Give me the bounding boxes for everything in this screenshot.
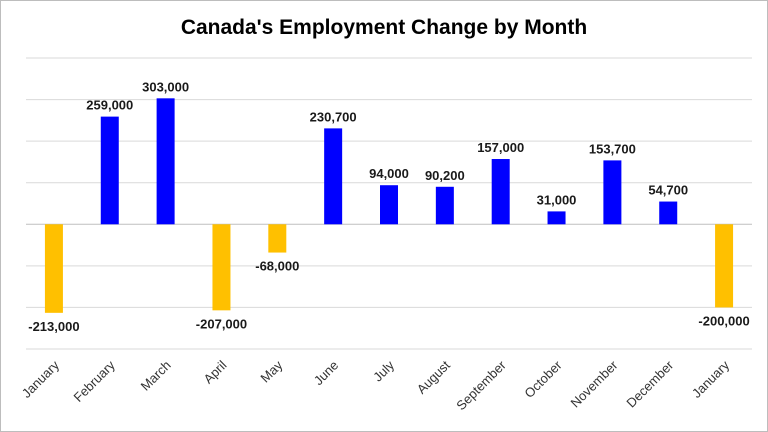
category-label: October xyxy=(521,357,565,401)
gridlines xyxy=(26,57,752,350)
bar xyxy=(156,98,175,225)
data-label: -213,000 xyxy=(28,319,79,334)
bar xyxy=(44,224,63,313)
value-labels: -213,000 259,000 303,000 -207,000 -68,000 230… xyxy=(28,79,749,334)
category-label: February xyxy=(70,357,118,405)
data-label: -68,000 xyxy=(255,259,299,274)
category-label: November xyxy=(567,357,620,410)
bar xyxy=(547,211,566,225)
bar xyxy=(380,185,398,225)
bar xyxy=(324,128,343,225)
data-label: 54,700 xyxy=(648,183,688,198)
data-label: 157,000 xyxy=(477,140,524,155)
category-label: August xyxy=(414,357,453,396)
chart-title: Canada's Employment Change by Month xyxy=(181,16,587,39)
category-label: January xyxy=(689,357,733,401)
data-label: 259,000 xyxy=(86,98,133,113)
bar xyxy=(100,116,119,225)
bar xyxy=(212,224,231,311)
bar xyxy=(603,160,622,225)
category-label: May xyxy=(257,357,285,385)
category-label: January xyxy=(19,357,63,401)
data-label: 31,000 xyxy=(537,192,577,207)
bar xyxy=(659,201,678,225)
category-label: December xyxy=(623,357,676,410)
data-label: 303,000 xyxy=(142,79,189,94)
bar xyxy=(491,159,510,225)
bar xyxy=(435,186,454,225)
data-label: -200,000 xyxy=(698,313,749,328)
data-label: 90,200 xyxy=(425,168,465,183)
bars xyxy=(44,98,734,313)
bar xyxy=(268,224,287,253)
category-label: April xyxy=(201,357,230,386)
category-labels: January February March April May June July Augu… xyxy=(19,357,733,413)
category-label: September xyxy=(453,357,509,413)
data-label: 153,700 xyxy=(589,141,636,156)
category-label: March xyxy=(138,358,174,394)
category-label: June xyxy=(311,358,342,389)
data-label: -207,000 xyxy=(196,316,247,331)
data-label: 94,000 xyxy=(369,166,409,181)
bar xyxy=(715,224,734,308)
category-label: July xyxy=(370,357,397,384)
data-label: 230,700 xyxy=(310,109,357,124)
